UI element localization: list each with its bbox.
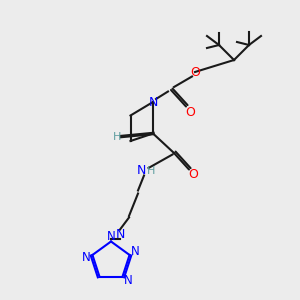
Text: N: N bbox=[148, 95, 158, 109]
Text: O: O bbox=[190, 65, 200, 79]
Text: N: N bbox=[115, 227, 125, 241]
Text: N: N bbox=[131, 245, 140, 259]
Text: H: H bbox=[113, 131, 121, 142]
Text: O: O bbox=[189, 168, 198, 181]
Text: N: N bbox=[106, 230, 116, 243]
Text: H: H bbox=[147, 166, 156, 176]
Text: N: N bbox=[82, 251, 90, 265]
Text: N: N bbox=[124, 274, 132, 287]
Text: O: O bbox=[186, 106, 195, 119]
Text: N: N bbox=[136, 164, 146, 178]
